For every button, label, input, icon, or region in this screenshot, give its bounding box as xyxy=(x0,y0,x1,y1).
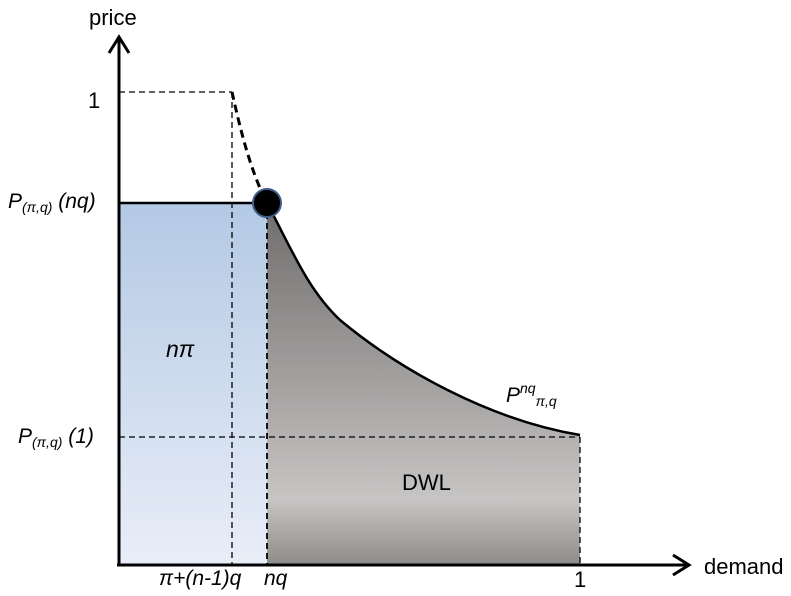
revenue-area-label: nπ xyxy=(166,336,195,362)
x-axis-arrowhead xyxy=(672,553,692,577)
deadweight-loss-label: DWL xyxy=(402,470,451,495)
y-tick-p-nq: P(π,q) (nq) xyxy=(8,190,96,215)
demand-curve-dashed xyxy=(230,91,269,204)
y-axis-arrowhead xyxy=(107,34,131,54)
y-axis-label: price xyxy=(89,5,137,30)
x-tick-pi-nq: π+(n-1)q xyxy=(159,567,242,590)
y-tick-p-one: P(π,q) (1) xyxy=(18,425,94,450)
demand-curve-label: Pnqπ,q xyxy=(506,380,557,409)
deadweight-loss-area xyxy=(267,203,580,565)
y-tick-one: 1 xyxy=(88,88,101,113)
x-tick-nq: nq xyxy=(264,567,288,590)
revenue-area xyxy=(119,203,267,565)
demand-curve-solid xyxy=(265,202,581,437)
equilibrium-point xyxy=(252,188,282,218)
x-tick-one: 1 xyxy=(574,567,587,592)
x-axis-label: demand xyxy=(704,554,784,579)
